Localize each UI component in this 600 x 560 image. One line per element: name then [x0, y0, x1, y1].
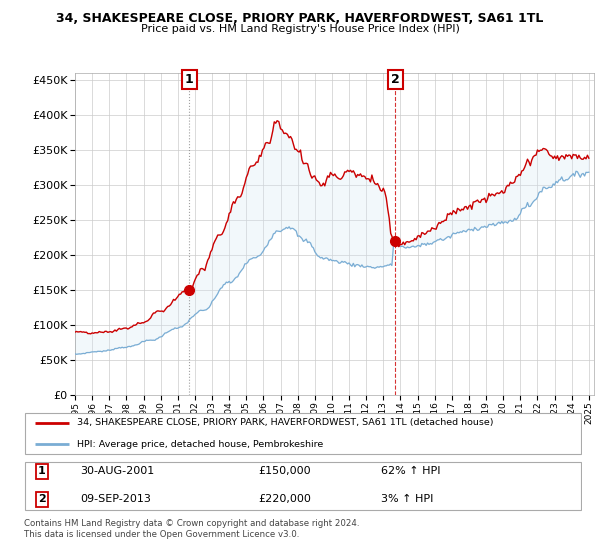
FancyBboxPatch shape: [25, 413, 581, 454]
Text: Contains HM Land Registry data © Crown copyright and database right 2024.
This d: Contains HM Land Registry data © Crown c…: [24, 519, 359, 539]
Text: 1: 1: [38, 466, 46, 477]
Text: 30-AUG-2001: 30-AUG-2001: [80, 466, 154, 477]
Text: Price paid vs. HM Land Registry's House Price Index (HPI): Price paid vs. HM Land Registry's House …: [140, 24, 460, 34]
Text: 34, SHAKESPEARE CLOSE, PRIORY PARK, HAVERFORDWEST, SA61 1TL: 34, SHAKESPEARE CLOSE, PRIORY PARK, HAVE…: [56, 12, 544, 25]
Text: 62% ↑ HPI: 62% ↑ HPI: [381, 466, 440, 477]
Text: £220,000: £220,000: [259, 494, 311, 504]
Text: 2: 2: [391, 73, 400, 86]
Text: 09-SEP-2013: 09-SEP-2013: [80, 494, 151, 504]
Text: 34, SHAKESPEARE CLOSE, PRIORY PARK, HAVERFORDWEST, SA61 1TL (detached house): 34, SHAKESPEARE CLOSE, PRIORY PARK, HAVE…: [77, 418, 494, 427]
Text: 2: 2: [38, 494, 46, 504]
Text: HPI: Average price, detached house, Pembrokeshire: HPI: Average price, detached house, Pemb…: [77, 440, 323, 449]
FancyBboxPatch shape: [25, 462, 581, 510]
Text: 3% ↑ HPI: 3% ↑ HPI: [381, 494, 433, 504]
Text: 1: 1: [185, 73, 194, 86]
Text: £150,000: £150,000: [259, 466, 311, 477]
